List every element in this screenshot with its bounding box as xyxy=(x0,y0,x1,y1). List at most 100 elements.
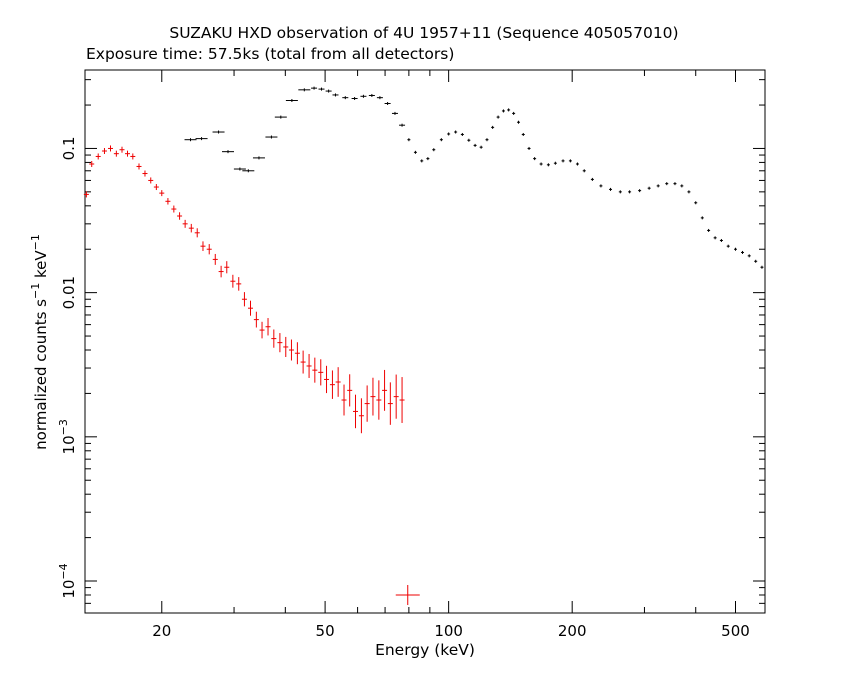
data-point xyxy=(271,329,277,348)
data-point xyxy=(582,169,586,173)
data-point xyxy=(760,265,764,269)
data-point xyxy=(382,369,388,411)
data-point xyxy=(420,159,424,163)
data-point xyxy=(306,353,312,378)
y-axis-label-base: normalized counts s xyxy=(32,299,50,450)
data-point xyxy=(324,365,330,394)
data-point xyxy=(224,261,230,274)
data-point xyxy=(656,184,660,188)
data-point xyxy=(426,157,430,161)
data-point xyxy=(568,159,572,163)
data-point xyxy=(218,265,224,278)
data-point xyxy=(364,385,370,422)
data-point xyxy=(391,111,398,115)
data-point xyxy=(83,191,89,198)
chart-subtitle: Exposure time: 57.5ks (total from all de… xyxy=(86,45,454,63)
data-point xyxy=(460,132,464,136)
data-point xyxy=(539,162,543,166)
x-tick-label: 100 xyxy=(434,622,463,640)
data-point xyxy=(233,167,246,171)
data-point xyxy=(376,380,382,420)
data-point xyxy=(747,254,751,258)
data-point xyxy=(376,96,383,100)
data-point xyxy=(325,89,332,93)
data-point xyxy=(312,357,318,383)
data-point xyxy=(618,190,622,194)
data-point xyxy=(360,94,367,98)
data-point xyxy=(353,394,359,429)
data-point xyxy=(194,228,200,238)
data-point xyxy=(253,311,259,328)
data-point xyxy=(393,374,399,419)
data-point xyxy=(694,201,698,205)
series-1 xyxy=(83,145,420,605)
data-point xyxy=(491,125,495,129)
data-point xyxy=(318,87,325,91)
data-point xyxy=(507,108,511,112)
data-point xyxy=(647,186,651,190)
data-point xyxy=(153,184,159,191)
data-point xyxy=(212,130,225,134)
data-point xyxy=(733,247,737,251)
data-point xyxy=(101,148,107,155)
data-point xyxy=(298,88,311,92)
data-point xyxy=(182,219,188,228)
x-tick-label: 50 xyxy=(316,622,335,640)
data-point xyxy=(200,241,206,251)
data-point xyxy=(288,339,294,361)
data-point xyxy=(665,182,669,186)
data-point xyxy=(265,135,278,139)
data-point xyxy=(171,205,177,213)
data-marks xyxy=(83,86,764,605)
data-point xyxy=(236,277,242,291)
data-point xyxy=(259,321,265,339)
data-point xyxy=(285,99,298,103)
data-point xyxy=(241,292,247,307)
data-point xyxy=(341,384,347,416)
data-point xyxy=(195,137,208,141)
data-point xyxy=(358,398,364,434)
x-tick-label: 500 xyxy=(721,622,750,640)
data-point xyxy=(473,143,477,147)
data-point xyxy=(700,216,704,220)
data-point xyxy=(395,584,420,605)
data-point xyxy=(754,259,758,263)
data-point xyxy=(387,382,393,425)
data-point xyxy=(496,115,500,119)
data-point xyxy=(222,150,235,154)
data-point xyxy=(413,150,417,154)
data-point xyxy=(370,377,376,416)
y-axis-label: normalized counts s−1 keV−1 xyxy=(29,234,50,450)
data-point xyxy=(177,212,183,220)
data-point xyxy=(687,190,691,194)
data-point xyxy=(206,244,212,255)
data-point xyxy=(467,138,471,142)
data-point xyxy=(347,374,353,407)
data-point xyxy=(277,333,283,353)
data-point xyxy=(384,101,391,105)
data-point xyxy=(136,163,142,170)
y-axis-label-mid: keV xyxy=(32,250,50,283)
data-point xyxy=(512,111,516,115)
data-point xyxy=(108,145,114,152)
data-point xyxy=(407,138,411,142)
data-point xyxy=(707,228,711,232)
data-point xyxy=(726,244,730,248)
data-point xyxy=(533,157,537,161)
data-point xyxy=(188,223,194,233)
x-tick-label: 200 xyxy=(558,622,587,640)
data-point xyxy=(517,120,521,124)
data-point xyxy=(546,163,550,167)
data-point xyxy=(329,370,335,399)
data-point xyxy=(399,123,406,127)
y-axis-label-exp1: −1 xyxy=(29,283,42,299)
data-point xyxy=(561,159,565,163)
data-point xyxy=(165,198,171,205)
data-point xyxy=(247,300,253,316)
data-point xyxy=(590,177,594,181)
data-point xyxy=(599,184,603,188)
data-point xyxy=(274,115,287,119)
data-point xyxy=(311,86,318,90)
